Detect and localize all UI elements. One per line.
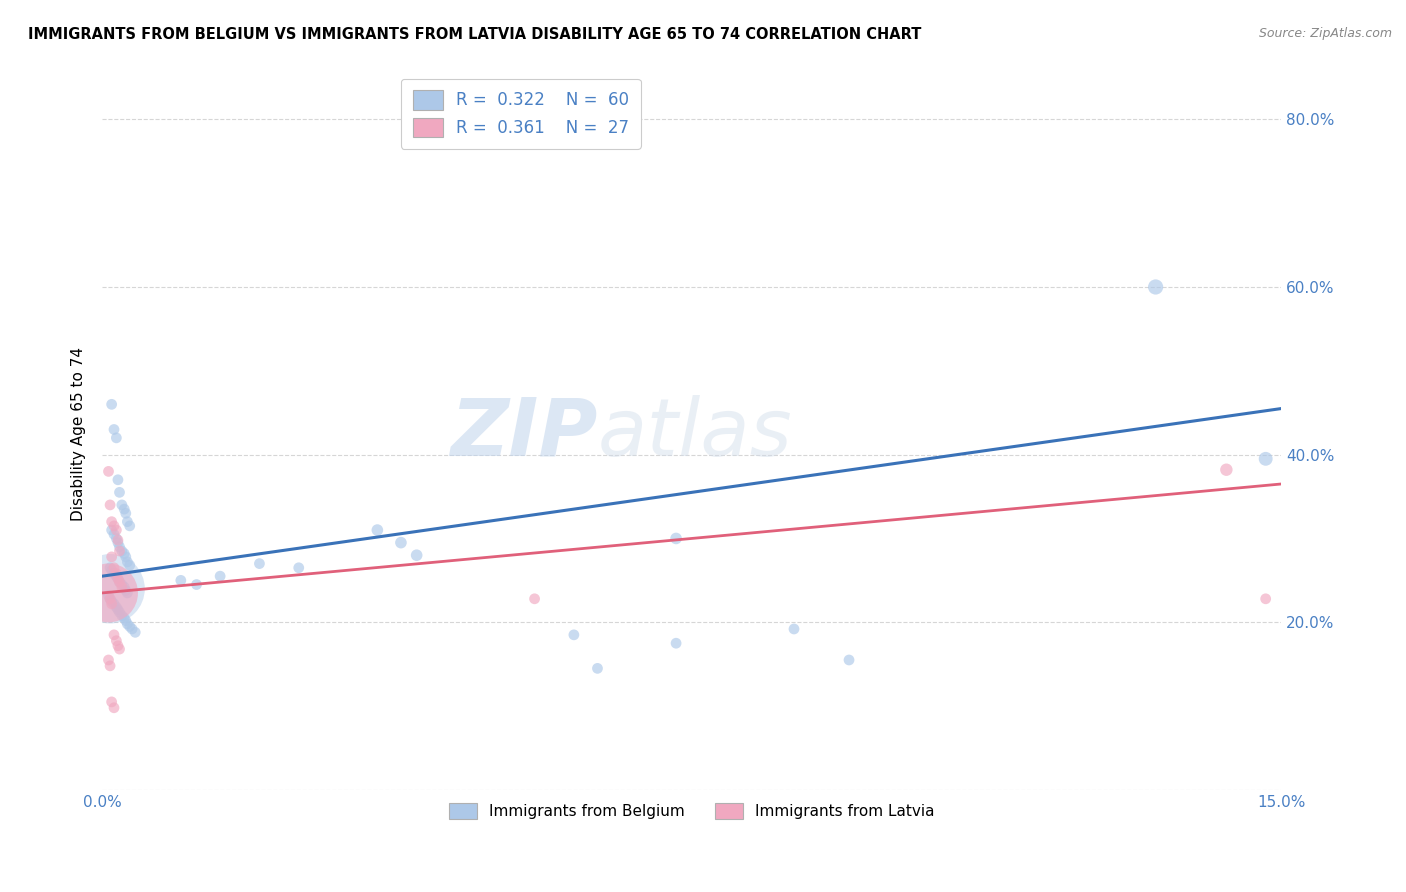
Point [783, 622, 806, 636]
Point [111, 544, 134, 558]
Point [1254, 591, 1277, 606]
Point [97, 653, 120, 667]
Point [665, 532, 688, 546]
Point [108, 575, 131, 590]
Point [114, 549, 136, 564]
Point [100, 515, 122, 529]
Text: ZIP: ZIP [450, 394, 598, 473]
Point [97, 589, 120, 603]
Point [1144, 280, 1167, 294]
Point [118, 558, 141, 573]
Point [112, 580, 135, 594]
Point [107, 572, 129, 586]
Point [665, 636, 688, 650]
Point [98, 658, 121, 673]
Point [108, 485, 131, 500]
Point [838, 653, 860, 667]
Point [114, 506, 136, 520]
Point [98, 591, 121, 606]
Point [98, 591, 121, 606]
Point [121, 622, 143, 636]
Point [111, 577, 134, 591]
Point [98, 561, 121, 575]
Point [98, 582, 121, 596]
Point [117, 586, 139, 600]
Point [118, 619, 141, 633]
Point [170, 574, 193, 588]
Point [105, 523, 128, 537]
Text: Source: ZipAtlas.com: Source: ZipAtlas.com [1258, 27, 1392, 40]
Point [103, 700, 125, 714]
Point [112, 547, 135, 561]
Point [100, 549, 122, 564]
Point [586, 661, 609, 675]
Point [100, 563, 122, 577]
Point [389, 535, 412, 549]
Point [105, 600, 128, 615]
Point [111, 498, 134, 512]
Point [108, 575, 131, 590]
Point [105, 566, 128, 581]
Point [114, 583, 136, 598]
Y-axis label: Disability Age 65 to 74: Disability Age 65 to 74 [72, 347, 86, 521]
Point [108, 540, 131, 554]
Point [103, 597, 125, 611]
Point [105, 431, 128, 445]
Point [107, 473, 129, 487]
Point [366, 523, 388, 537]
Point [103, 422, 125, 436]
Point [209, 569, 232, 583]
Point [100, 597, 122, 611]
Point [108, 544, 131, 558]
Point [97, 586, 120, 600]
Point [103, 561, 125, 575]
Point [117, 555, 139, 569]
Point [107, 533, 129, 548]
Point [107, 535, 129, 549]
Point [112, 611, 135, 625]
Point [114, 614, 136, 628]
Text: atlas: atlas [598, 394, 792, 473]
Point [100, 397, 122, 411]
Point [111, 608, 134, 623]
Text: IMMIGRANTS FROM BELGIUM VS IMMIGRANTS FROM LATVIA DISABILITY AGE 65 TO 74 CORREL: IMMIGRANTS FROM BELGIUM VS IMMIGRANTS FR… [28, 27, 921, 42]
Point [108, 605, 131, 619]
Point [287, 561, 309, 575]
Point [124, 625, 146, 640]
Point [107, 639, 129, 653]
Point [1254, 451, 1277, 466]
Point [107, 603, 129, 617]
Point [97, 464, 120, 478]
Point [249, 557, 271, 571]
Point [105, 532, 128, 546]
Point [117, 515, 139, 529]
Point [103, 527, 125, 541]
Point [107, 572, 129, 586]
Point [105, 569, 128, 583]
Legend: Immigrants from Belgium, Immigrants from Latvia: Immigrants from Belgium, Immigrants from… [443, 797, 941, 825]
Point [405, 548, 427, 562]
Point [108, 642, 131, 657]
Point [105, 633, 128, 648]
Point [100, 695, 122, 709]
Point [98, 498, 121, 512]
Point [186, 577, 208, 591]
Point [1215, 463, 1237, 477]
Point [103, 628, 125, 642]
Point [523, 591, 546, 606]
Point [117, 616, 139, 631]
Point [103, 566, 125, 581]
Point [103, 519, 125, 533]
Point [111, 580, 134, 594]
Point [112, 502, 135, 516]
Point [562, 628, 585, 642]
Point [100, 523, 122, 537]
Point [100, 594, 122, 608]
Point [118, 519, 141, 533]
